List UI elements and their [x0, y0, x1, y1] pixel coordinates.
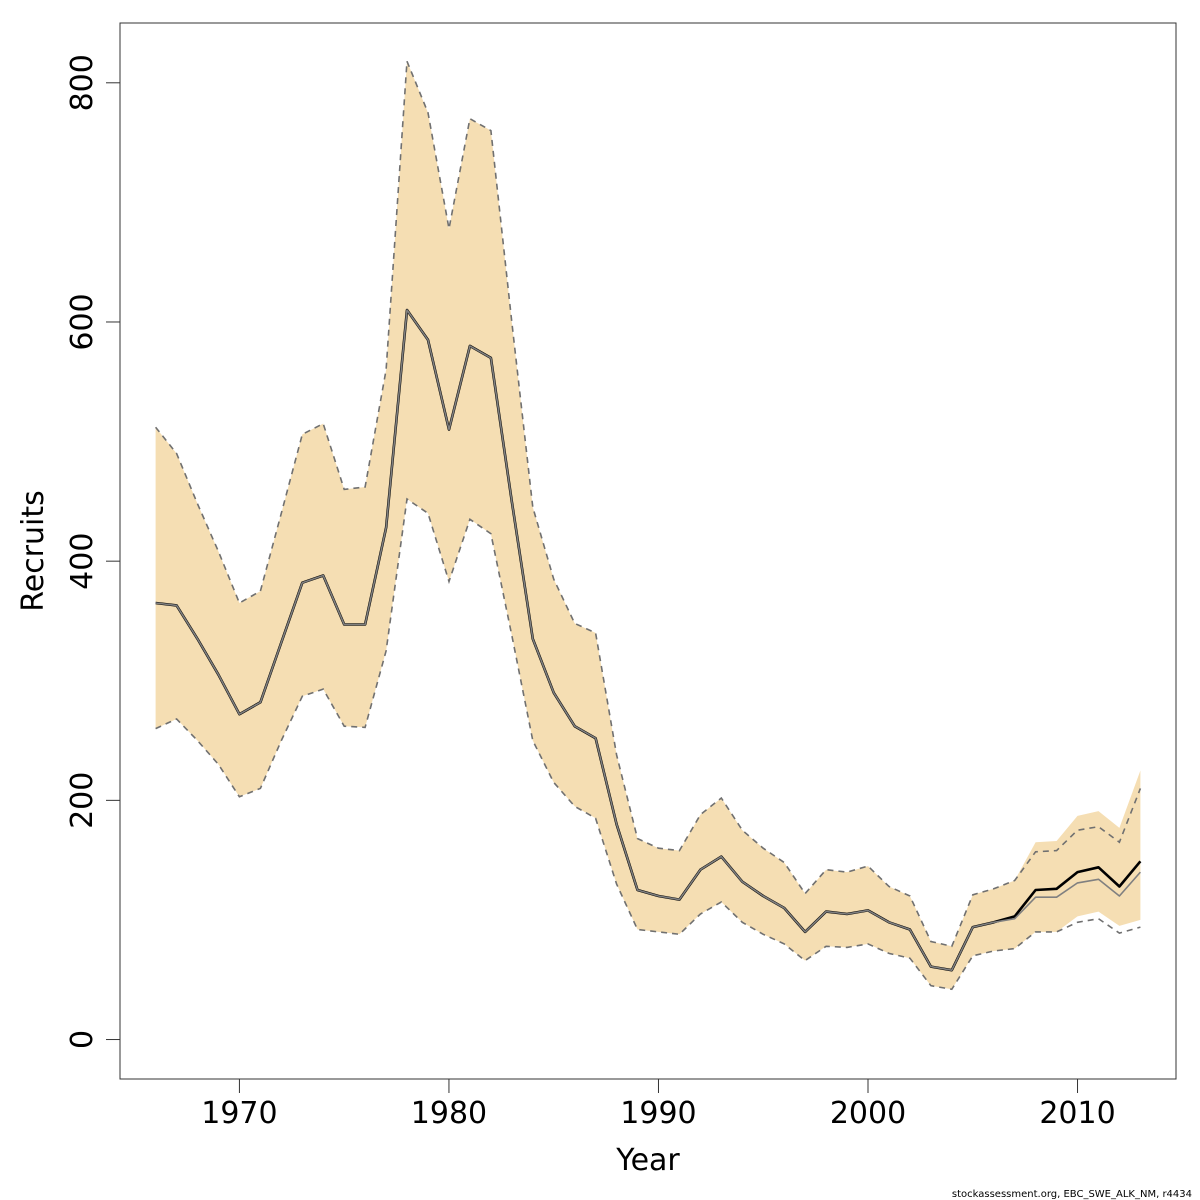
- x-axis-title: Year: [615, 1143, 680, 1178]
- y-tick-label: 600: [65, 293, 100, 350]
- x-tick-label: 2010: [1039, 1096, 1115, 1131]
- lower-bound-line: [155, 497, 1141, 991]
- x-tick-label: 1970: [201, 1096, 277, 1131]
- confidence-band: [155, 61, 1141, 990]
- x-tick-label: 1980: [411, 1096, 487, 1131]
- previous-estimate-line: [155, 309, 1142, 972]
- confidence-bounds: [154, 60, 1142, 991]
- y-axis: 0 200 400 600 800: [65, 54, 120, 1049]
- x-tick-label: 1990: [620, 1096, 696, 1131]
- y-tick-label: 0: [65, 1030, 100, 1049]
- plot-frame: [119, 22, 1177, 1080]
- footer-credit: stockassessment.org, EBC_SWE_ALK_NM, r44…: [952, 1189, 1192, 1200]
- x-tick-label: 2000: [830, 1096, 906, 1131]
- series-lines: [155, 308, 1142, 972]
- y-tick-label: 800: [65, 54, 100, 111]
- y-tick-label: 200: [65, 772, 100, 829]
- band-area: [155, 61, 1141, 990]
- y-tick-label: 400: [65, 533, 100, 590]
- upper-bound-line: [154, 60, 1142, 948]
- y-axis-title: Recruits: [16, 490, 51, 612]
- x-axis: 1970 1980 1990 2000 2010: [201, 1079, 1116, 1131]
